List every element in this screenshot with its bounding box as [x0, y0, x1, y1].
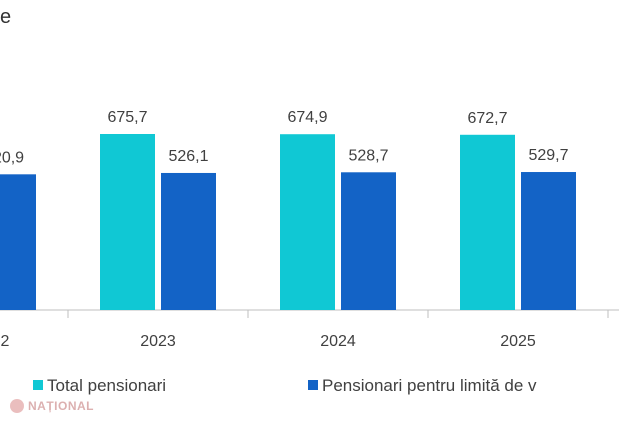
bar-2023-series-1	[100, 134, 155, 310]
bar-2023-series-2	[161, 172, 216, 310]
data-label-2023-series-1: 675,7	[107, 109, 147, 126]
legend-label-series-2: Pensionari pentru limită de v	[322, 376, 537, 395]
data-label-2022-series-2: 20,9	[0, 149, 24, 166]
data-label-2024-series-1: 674,9	[287, 109, 327, 126]
logo-icon	[10, 399, 24, 413]
x-tick-label-2023: 2023	[140, 333, 176, 350]
legend-swatch-series-1	[33, 380, 43, 390]
bar-2024-series-2	[341, 172, 396, 310]
bar-2025-series-1	[460, 134, 515, 310]
x-tick-label-2025: 2025	[500, 333, 536, 350]
bar-2025-series-2	[521, 172, 576, 310]
bar-2024-series-1	[280, 134, 335, 310]
legend-label-series-1: Total pensionari	[47, 376, 166, 395]
bar-2022-series-2	[0, 174, 36, 310]
chart-title-fragment: e	[0, 6, 12, 28]
data-label-2025-series-2: 529,7	[528, 147, 568, 164]
x-tick-label-2024: 2024	[320, 333, 356, 350]
watermark: NAȚIONAL	[10, 399, 94, 413]
legend-swatch-series-2	[308, 380, 318, 390]
watermark-text: NAȚIONAL	[28, 399, 94, 413]
data-label-2023-series-2: 526,1	[168, 148, 208, 165]
data-label-2024-series-2: 528,7	[348, 147, 388, 164]
data-label-2025-series-1: 672,7	[467, 110, 507, 127]
x-tick-label-2022: 2	[1, 333, 10, 350]
